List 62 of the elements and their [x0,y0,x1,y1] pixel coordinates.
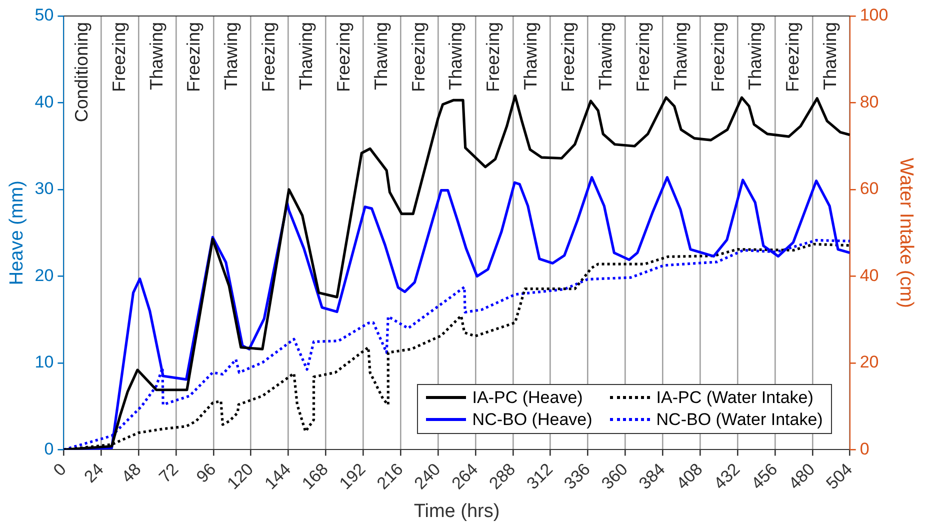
legend-label: NC-BO (Heave) [472,410,592,430]
x-tick-label: 0 [50,460,70,480]
y2-tick-label: 40 [860,266,879,285]
y2-tick-label: 20 [860,352,879,372]
legend-label: IA-PC (Heave) [472,388,583,408]
x-tick-label: 408 [672,460,706,494]
annotation: Thawing [221,22,242,90]
annotation: Freezing [558,22,578,92]
y-tick-label: 20 [34,266,54,285]
annotation: Freezing [333,22,354,92]
y2-axis-title: Water Intake (cm) [895,158,916,308]
x-tick-label: 24 [80,460,108,486]
x-axis-title: Time (hrs) [414,500,500,522]
y-tick-label: 50 [34,6,54,25]
annotation: Thawing [370,22,391,90]
y2-tick-label: 60 [860,179,879,198]
annotation: Freezing [184,22,204,92]
x-tick-label: 120 [224,460,258,494]
x-tick-label: 456 [748,460,782,494]
annotation: Thawing [670,22,690,90]
x-tick-label: 168 [298,460,332,494]
annotation: Conditioning [71,22,92,122]
annotation: Freezing [483,22,504,92]
annotation: Freezing [782,22,803,92]
x-tick-label: 192 [336,460,370,494]
annotation: Thawing [296,22,316,90]
annotation: Thawing [446,22,466,90]
x-tick-label: 288 [486,460,520,494]
x-tick-label: 504 [822,460,856,494]
y-tick-label: 10 [34,352,54,372]
annotation: Freezing [258,22,279,92]
y2-tick-label: 100 [860,6,888,25]
x-tick-label: 384 [635,460,669,494]
y-axis-title: Heave (mm) [6,180,28,286]
annotation: Thawing [146,22,166,90]
annotation: Freezing [632,22,653,92]
legend-label: NC-BO (Water Intake) [656,410,823,430]
annotation: Thawing [820,22,840,90]
y-tick-label: 40 [34,92,54,112]
x-tick-label: 48 [118,460,145,486]
x-tick-label: 240 [410,460,444,494]
x-tick-label: 312 [523,460,556,494]
x-tick-label: 144 [260,460,294,494]
y-tick-label: 30 [34,179,54,198]
annotation: Thawing [745,22,766,90]
x-tick-label: 264 [448,460,482,494]
annotation: Freezing [408,22,428,92]
x-tick-label: 480 [785,460,819,494]
x-tick-label: 72 [155,460,182,486]
annotation: Thawing [520,22,541,90]
x-tick-label: 432 [710,460,744,494]
y2-tick-label: 0 [860,439,870,458]
x-tick-label: 96 [192,460,220,486]
legend-label: IA-PC (Water Intake) [656,388,814,408]
annotation: Freezing [108,22,129,92]
x-tick-label: 216 [373,460,407,494]
x-tick-label: 336 [560,460,594,494]
annotation: Freezing [708,22,728,92]
y-tick-label: 0 [44,439,54,458]
x-tick-label: 360 [598,460,632,494]
y2-tick-label: 80 [860,92,879,112]
annotation: Thawing [595,22,616,90]
